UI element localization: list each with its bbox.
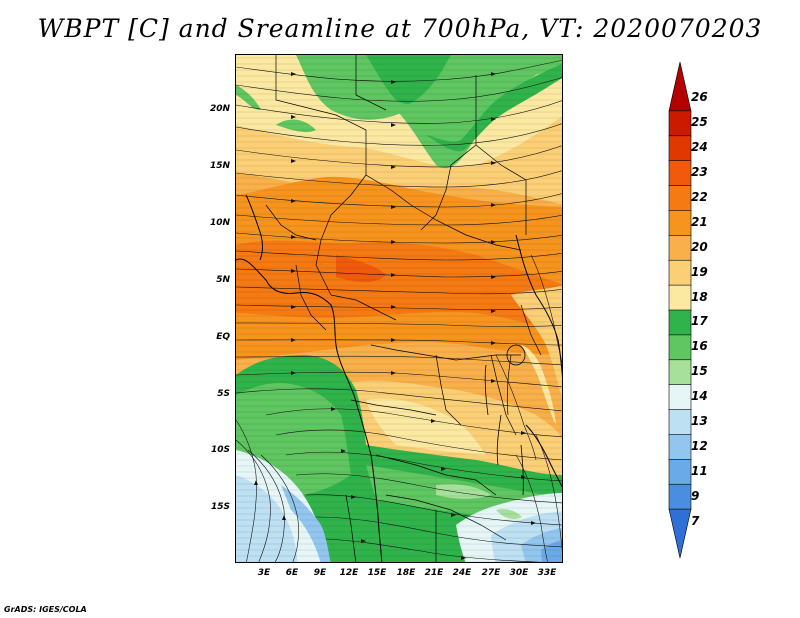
colorbar-segment <box>668 61 692 112</box>
colorbar-label: 7 <box>691 513 700 528</box>
colorbar-label: 23 <box>691 165 708 180</box>
lon-tick-label: 24E <box>452 568 472 578</box>
colorbar-segment <box>668 409 692 436</box>
lon-tick-label: 27E <box>481 568 501 578</box>
wbpt-field <box>236 55 562 562</box>
lon-tick-label: 21E <box>424 568 444 578</box>
lat-tick-label: EQ <box>216 332 230 342</box>
lat-tick-label: 10N <box>209 218 230 228</box>
lon-tick-label: 12E <box>339 568 359 578</box>
colorbar-segment <box>668 135 692 162</box>
colorbar-label: 24 <box>691 140 708 155</box>
lat-tick-label: 5S <box>217 389 230 399</box>
lat-tick-label: 20N <box>209 104 230 114</box>
colorbar-segment <box>668 160 692 187</box>
lon-tick-label: 18E <box>396 568 416 578</box>
colorbar-segment <box>668 284 692 311</box>
colorbar-segment <box>668 235 692 262</box>
colorbar-label: 14 <box>691 389 708 404</box>
colorbar-label: 19 <box>691 264 708 279</box>
lat-tick-label: 15S <box>210 502 230 512</box>
colorbar-segment <box>668 359 692 386</box>
colorbar <box>668 61 692 559</box>
lon-tick-label: 30E <box>509 568 529 578</box>
lon-tick-label: 6E <box>285 568 299 578</box>
colorbar-segment <box>668 185 692 212</box>
colorbar-label: 17 <box>691 314 708 329</box>
colorbar-label: 9 <box>691 488 700 503</box>
colorbar-label: 25 <box>691 115 708 130</box>
colorbar-label: 22 <box>691 190 708 204</box>
lon-tick-label: 3E <box>257 568 271 578</box>
grads-credit: GrADS: IGES/COLA <box>4 605 87 614</box>
colorbar-segment <box>668 459 692 486</box>
colorbar-label: 18 <box>691 289 708 304</box>
lon-tick-label: 15E <box>367 568 387 578</box>
colorbar-segment <box>668 309 692 336</box>
lat-tick-label: 10S <box>210 445 230 455</box>
colorbar-label: 26 <box>691 90 708 105</box>
colorbar-label: 15 <box>691 364 708 379</box>
colorbar-label: 12 <box>691 438 708 453</box>
colorbar-label: 11 <box>691 463 708 478</box>
colorbar-segment <box>668 259 692 286</box>
colorbar-segment <box>668 508 692 559</box>
colorbar-label: 13 <box>691 414 708 428</box>
map-panel <box>235 54 563 563</box>
colorbar-segment <box>668 210 692 237</box>
colorbar-segment <box>668 384 692 411</box>
colorbar-label: 20 <box>691 239 708 254</box>
lon-tick-label: 9E <box>313 568 327 578</box>
lat-tick-label: 5N <box>216 275 230 285</box>
colorbar-segment <box>668 434 692 461</box>
lat-tick-label: 15N <box>209 161 230 171</box>
map-title: WBPT [C] and Sreamline at 700hPa, VT: 20… <box>37 14 763 43</box>
colorbar-label: 21 <box>691 214 708 229</box>
colorbar-label: 16 <box>691 339 708 354</box>
colorbar-segment <box>668 483 692 510</box>
colorbar-segment <box>668 334 692 361</box>
lon-tick-label: 33E <box>537 568 557 578</box>
colorbar-segment <box>668 110 692 137</box>
